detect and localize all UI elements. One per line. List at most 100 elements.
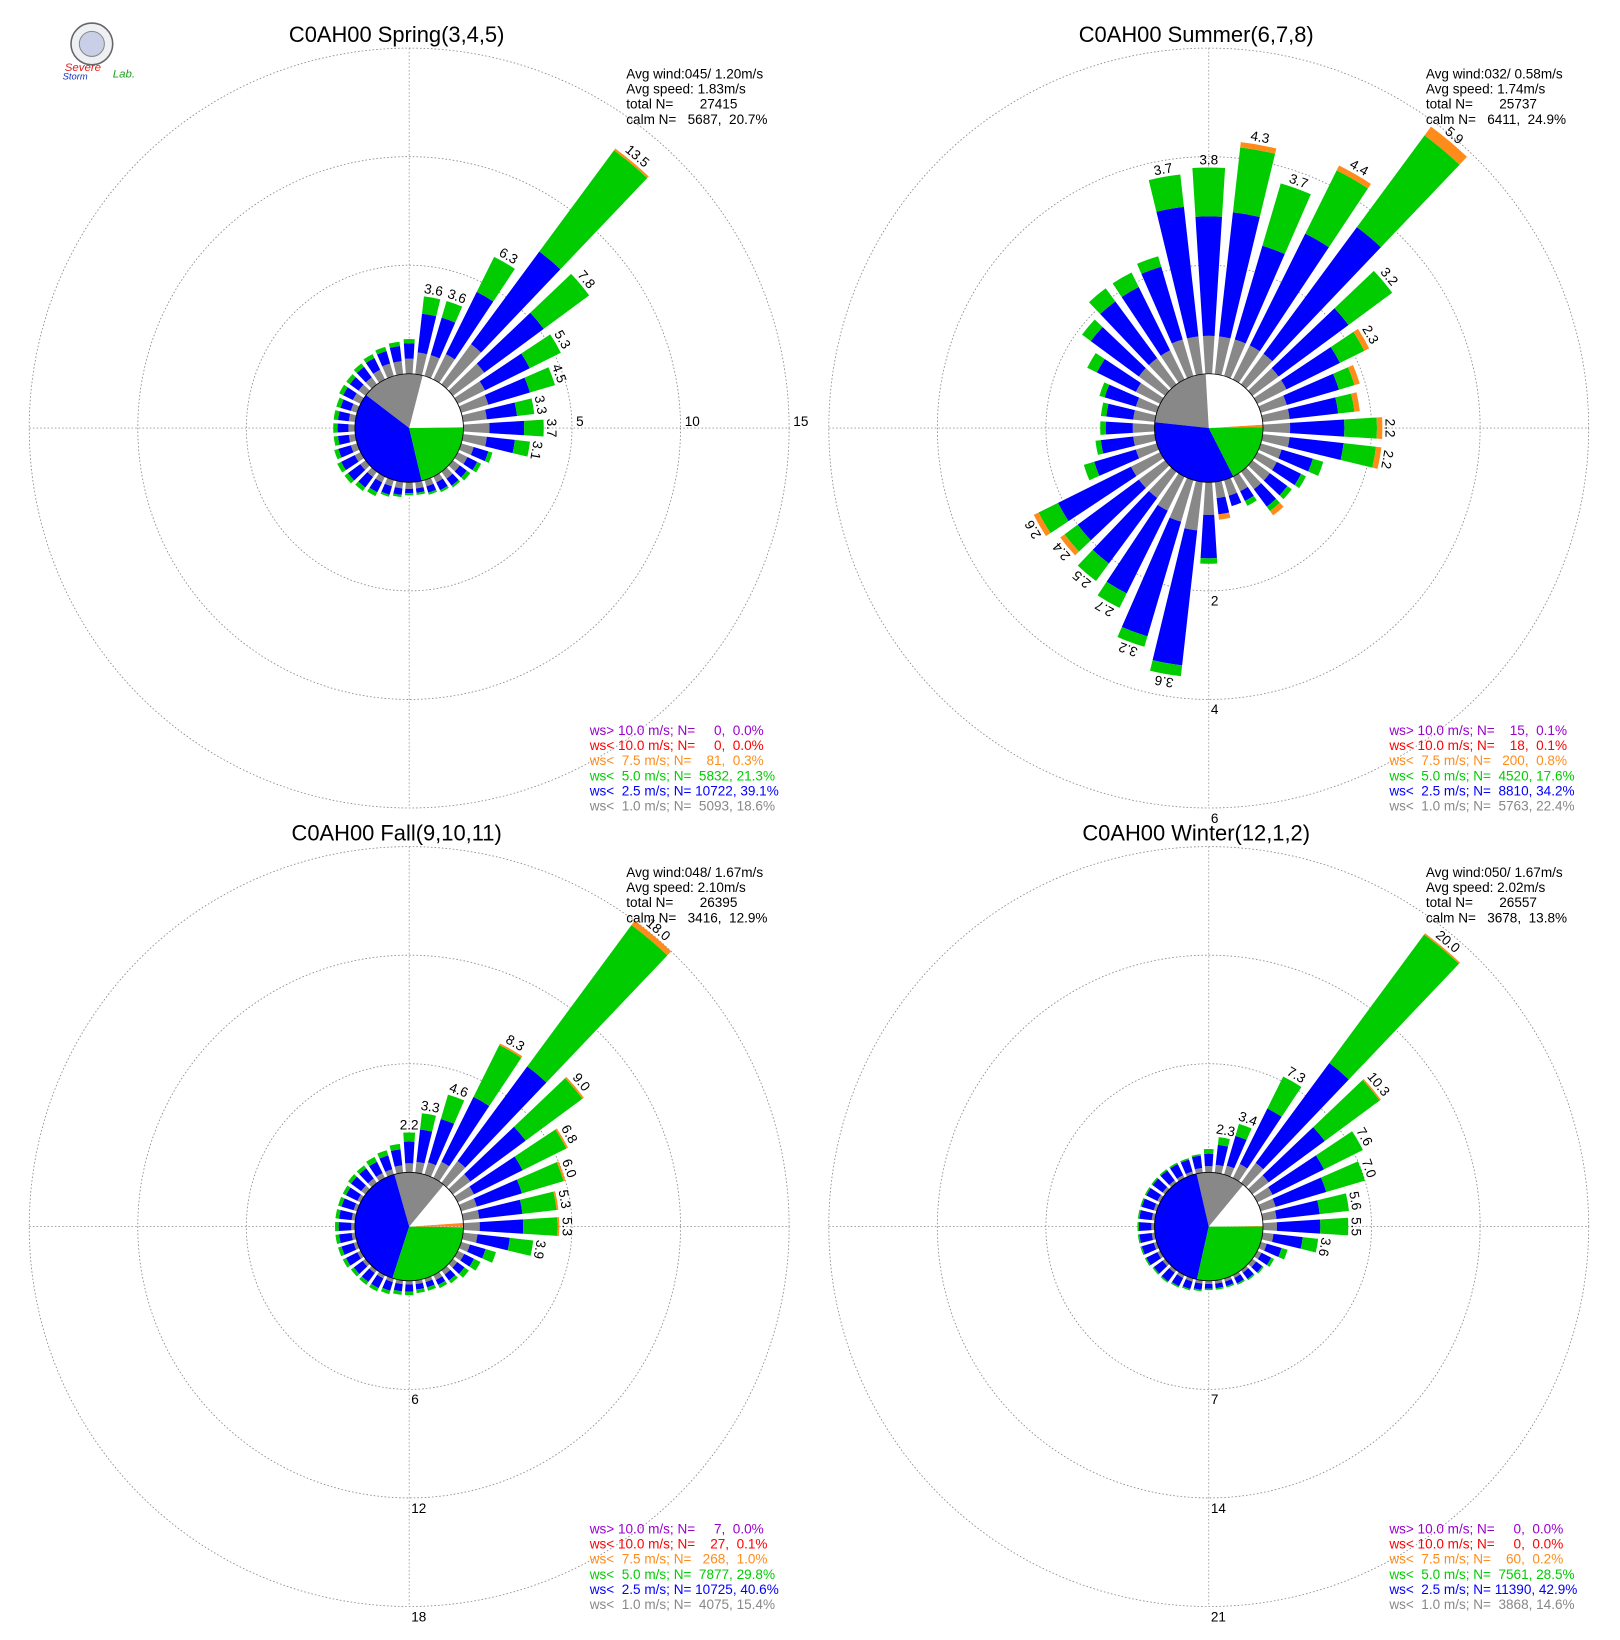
bar-segment (433, 354, 455, 383)
panel-title: C0AH00 Fall(9,10,11) (292, 820, 502, 845)
bar-segment (416, 1129, 433, 1164)
bar-segment (369, 1283, 379, 1292)
bar-label: 3.8 (1199, 152, 1218, 167)
bar-segment (1117, 627, 1148, 647)
bar-segment (458, 443, 474, 455)
legend-entry: ws> 10.0 m/s; N= 15, 0.1% (1388, 723, 1567, 738)
bar-segment (1240, 1162, 1264, 1188)
legend-entry: ws< 1.0 m/s; N= 5763, 22.4% (1388, 799, 1574, 814)
pie-slice (1196, 1172, 1244, 1227)
bar-segment (393, 1289, 402, 1295)
stat-line: Avg speed: 2.10m/s (626, 880, 746, 895)
pie-outline (1154, 373, 1264, 483)
bar-segment (337, 434, 351, 445)
bar-segment (1169, 477, 1194, 522)
legend-entry: ws< 5.0 m/s; N= 7561, 28.5% (1388, 1567, 1574, 1582)
grid-ring (936, 156, 1481, 700)
bar-segment (1153, 1241, 1159, 1250)
bar-segment (1121, 287, 1171, 356)
bar-segment (1138, 460, 1170, 488)
bar-segment (1215, 1144, 1229, 1167)
grid-ring (28, 47, 790, 809)
legend-entry: ws< 10.0 m/s; N= 0, 0.0% (589, 738, 764, 753)
bar-label: 4.3 (1249, 128, 1270, 146)
bar-segment (393, 1282, 403, 1292)
bar-segment (333, 436, 340, 446)
bar-segment (1038, 502, 1069, 534)
bar-segment (342, 1185, 351, 1196)
bar-segment (343, 387, 357, 401)
bar-segment (1266, 498, 1280, 512)
bar-segment (1205, 1280, 1213, 1284)
tick-label: 2 (1211, 594, 1219, 609)
bar-segment (1184, 480, 1203, 531)
bar-segment (382, 363, 394, 379)
bar-segment (1100, 301, 1158, 366)
bar-segment (1153, 1203, 1159, 1212)
bar-segment (1244, 495, 1257, 506)
bar-segment (1141, 1198, 1157, 1211)
bar-segment (405, 482, 413, 489)
bar-segment (417, 313, 437, 355)
tick-label: 6 (1211, 811, 1219, 826)
bar-segment (1215, 1282, 1224, 1289)
bar-segment (336, 397, 344, 408)
bar-label: 3.1 (527, 440, 545, 461)
bar-segment (1235, 1123, 1252, 1140)
pie-slice (1154, 422, 1234, 483)
bar-segment (345, 1187, 361, 1201)
bar-label: 4.5 (549, 362, 570, 385)
stat-line: calm N= 5687, 20.7% (626, 112, 767, 127)
bar-segment (1234, 1274, 1244, 1284)
bar-segment (403, 1132, 416, 1142)
bar-segment (377, 350, 391, 367)
bar-segment (435, 1276, 446, 1285)
bar-segment (1135, 397, 1159, 413)
logo: Severe Storm Lab. (63, 22, 135, 81)
bar-segment (1232, 147, 1276, 218)
bar-segment (1162, 1186, 1170, 1195)
bar-segment (1216, 496, 1230, 515)
bar-segment (379, 1155, 393, 1172)
bar-segment (352, 393, 364, 404)
bar-segment (565, 1076, 584, 1099)
panel-title: C0AH00 Spring(3,4,5) (289, 22, 505, 47)
bar-segment (369, 478, 383, 493)
bar-label: 2.3 (1215, 1121, 1236, 1139)
bar-segment (338, 1196, 345, 1207)
bar-segment (1088, 288, 1116, 315)
bar-segment (404, 358, 414, 374)
bar-segment (353, 1260, 368, 1274)
bar-segment (405, 1280, 413, 1285)
bar-label: 3.7 (544, 419, 559, 438)
bar-segment (1100, 436, 1135, 454)
bar-label: 3.7 (1287, 171, 1310, 192)
bar-segment (1261, 408, 1290, 422)
bar-segment (348, 464, 366, 481)
bar-segment (499, 1043, 523, 1058)
bar-segment (385, 1276, 394, 1283)
bar-segment (1203, 482, 1215, 515)
bar-segment (553, 1191, 559, 1211)
bar-segment (394, 1165, 404, 1174)
bar-segment (420, 1113, 436, 1132)
legend-entry: ws< 7.5 m/s; N= 200, 0.8% (1388, 753, 1567, 768)
bar-segment (1121, 517, 1182, 637)
bar-segment (350, 443, 360, 453)
bar-segment (1224, 1279, 1234, 1287)
bar-segment (1099, 382, 1110, 398)
bar-segment (1253, 483, 1277, 507)
legend-entry: ws> 10.0 m/s; N= 0, 0.0% (1388, 1521, 1563, 1536)
bar-segment (1195, 216, 1223, 336)
legend-entry: ws< 1.0 m/s; N= 4075, 15.4% (589, 1597, 775, 1612)
bar-segment (1180, 1158, 1190, 1163)
bar-segment (356, 1165, 367, 1175)
bar-segment (1424, 933, 1461, 964)
bar-segment (1064, 524, 1091, 552)
bar-segment (458, 395, 489, 413)
bar-segment (512, 439, 531, 457)
bar-label: 7.0 (1359, 1157, 1380, 1180)
bar-segment (1278, 449, 1313, 472)
bar-segment (1262, 422, 1291, 434)
bar-segment (436, 478, 448, 491)
